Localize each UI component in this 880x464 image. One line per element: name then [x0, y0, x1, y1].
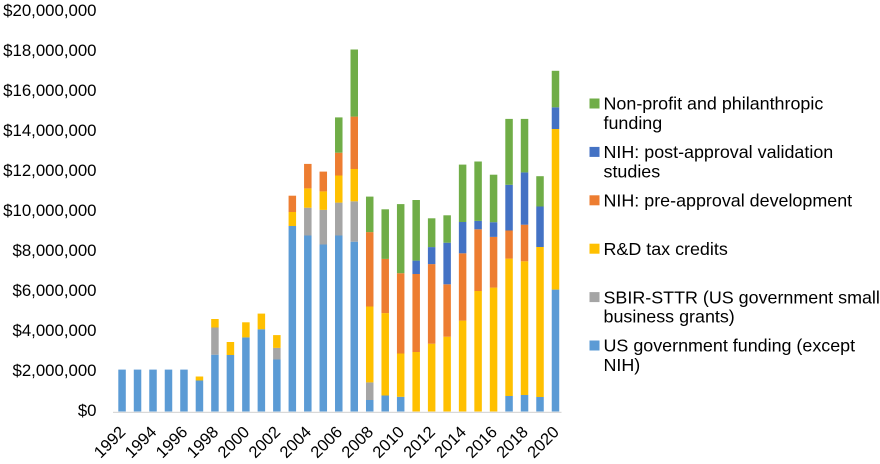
svg-text:$20,000,000: $20,000,000	[3, 1, 96, 20]
svg-text:studies: studies	[604, 162, 661, 182]
svg-text:US government funding (except: US government funding (except	[604, 336, 856, 356]
svg-text:$8,000,000: $8,000,000	[13, 241, 97, 260]
svg-text:business grants): business grants)	[604, 307, 735, 327]
svg-text:$16,000,000: $16,000,000	[3, 81, 96, 100]
svg-text:Non-profit and philanthropic: Non-profit and philanthropic	[604, 94, 824, 114]
svg-text:R&D tax credits: R&D tax credits	[604, 239, 728, 259]
svg-text:SBIR-STTR (US government small: SBIR-STTR (US government small	[604, 287, 880, 307]
svg-text:$18,000,000: $18,000,000	[3, 41, 96, 60]
svg-text:NIH: pre-approval development: NIH: pre-approval development	[604, 191, 853, 211]
svg-text:$0: $0	[78, 401, 97, 420]
svg-text:$12,000,000: $12,000,000	[3, 161, 96, 180]
svg-text:$14,000,000: $14,000,000	[3, 121, 96, 140]
svg-text:$10,000,000: $10,000,000	[3, 201, 96, 220]
svg-text:NIH): NIH)	[604, 355, 641, 375]
svg-text:$2,000,000: $2,000,000	[13, 361, 97, 380]
svg-text:NIH: post-approval validation: NIH: post-approval validation	[604, 142, 834, 162]
svg-text:funding: funding	[604, 113, 663, 133]
svg-text:$6,000,000: $6,000,000	[13, 281, 97, 300]
svg-text:$4,000,000: $4,000,000	[13, 321, 97, 340]
